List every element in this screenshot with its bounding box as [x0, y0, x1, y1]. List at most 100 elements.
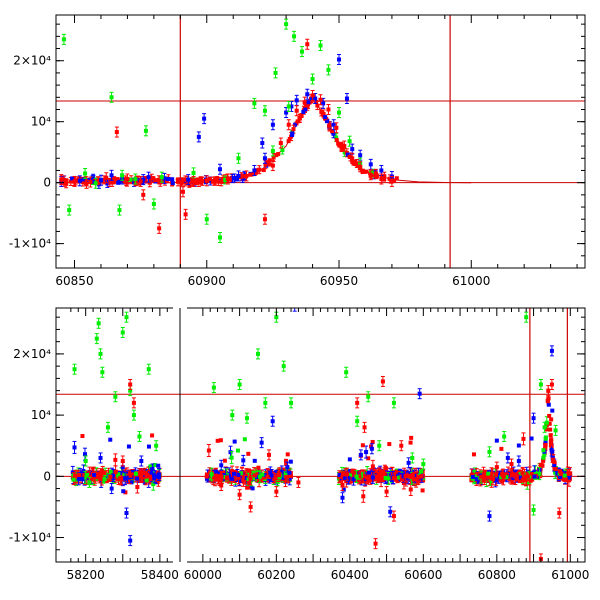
data-marker: [319, 109, 324, 114]
data-point-blue: [170, 181, 175, 186]
data-marker: [129, 480, 134, 485]
data-marker: [265, 474, 270, 479]
data-marker: [270, 122, 275, 127]
data-point-blue: [141, 174, 146, 186]
data-marker: [111, 180, 116, 185]
data-marker: [263, 162, 268, 167]
data-point-blue: [186, 174, 191, 186]
data-point-red: [215, 176, 220, 181]
data-point-blue: [306, 100, 311, 105]
data-marker: [260, 141, 265, 146]
data-marker: [88, 180, 93, 185]
data-marker: [324, 119, 329, 124]
data-point-blue: [305, 88, 310, 100]
data-point-red: [113, 453, 118, 467]
data-marker: [273, 70, 278, 75]
data-marker: [247, 481, 252, 486]
data-marker: [267, 162, 272, 167]
data-point-red: [204, 175, 209, 187]
data-marker: [364, 450, 369, 455]
data-marker: [287, 136, 292, 141]
data-marker: [242, 437, 247, 442]
data-point-blue: [156, 463, 161, 468]
data-marker: [358, 164, 363, 169]
data-marker: [222, 178, 227, 183]
data-point-red: [163, 179, 168, 184]
data-point-red: [219, 177, 224, 187]
data-marker: [215, 176, 220, 181]
data-marker: [114, 130, 119, 135]
data-point-red: [420, 488, 425, 493]
data-marker: [109, 95, 114, 100]
data-point-blue: [232, 471, 237, 476]
data-point-red: [286, 139, 291, 144]
data-marker: [204, 178, 209, 183]
data-marker: [98, 178, 103, 183]
data-marker: [104, 175, 109, 180]
data-marker: [368, 162, 373, 167]
data-marker: [153, 178, 158, 183]
data-point-red: [352, 160, 357, 165]
data-marker: [149, 176, 154, 181]
data-point-red: [112, 176, 117, 181]
x-tick-label: 60900: [188, 274, 226, 288]
data-marker: [377, 471, 382, 476]
data-marker: [394, 176, 399, 181]
data-marker: [244, 173, 249, 178]
data-marker: [232, 439, 237, 444]
data-marker: [235, 448, 240, 453]
data-marker: [105, 179, 110, 184]
data-point-green: [235, 448, 240, 453]
data-marker: [374, 175, 379, 180]
data-point-red: [183, 208, 188, 220]
data-point-red: [305, 38, 310, 50]
data-marker: [232, 471, 237, 476]
data-marker: [334, 138, 339, 143]
data-point-red: [179, 180, 184, 185]
data-point-blue: [252, 458, 257, 463]
data-marker: [347, 457, 352, 462]
data-point-green: [299, 46, 304, 58]
data-marker: [318, 97, 323, 102]
data-point-red: [327, 121, 332, 131]
data-point-blue: [364, 445, 369, 459]
data-marker: [326, 107, 331, 112]
data-point-green: [133, 173, 138, 185]
data-point-blue: [234, 177, 239, 182]
data-marker: [229, 455, 234, 460]
data-point-green: [284, 18, 289, 30]
data-point-green: [108, 469, 113, 474]
data-marker: [92, 473, 97, 478]
data-marker: [121, 489, 126, 494]
data-point-red: [212, 176, 217, 186]
data-marker: [309, 96, 314, 101]
data-marker: [93, 181, 98, 186]
data-point-red: [214, 179, 219, 184]
data-point-red: [150, 433, 155, 438]
data-marker: [117, 179, 122, 184]
data-point-blue: [324, 119, 329, 124]
data-point-blue: [129, 480, 134, 485]
data-marker: [80, 434, 85, 439]
data-marker: [292, 34, 297, 39]
data-point-blue: [347, 457, 352, 462]
data-marker: [152, 463, 157, 468]
data-marker: [229, 476, 234, 481]
data-point-red: [334, 138, 339, 143]
data-point-red: [125, 173, 130, 185]
data-marker: [294, 98, 299, 103]
data-marker: [411, 477, 416, 482]
data-marker: [269, 473, 274, 478]
data-point-red: [383, 465, 388, 470]
data-marker: [170, 181, 175, 186]
plot-area: [56, 15, 585, 268]
data-marker: [287, 470, 292, 475]
data-marker: [148, 477, 153, 482]
data-point-red: [318, 94, 323, 106]
data-point-blue: [344, 93, 349, 105]
data-point-green: [67, 204, 72, 216]
data-marker: [219, 179, 224, 184]
data-marker: [71, 477, 76, 482]
data-marker: [383, 465, 388, 470]
